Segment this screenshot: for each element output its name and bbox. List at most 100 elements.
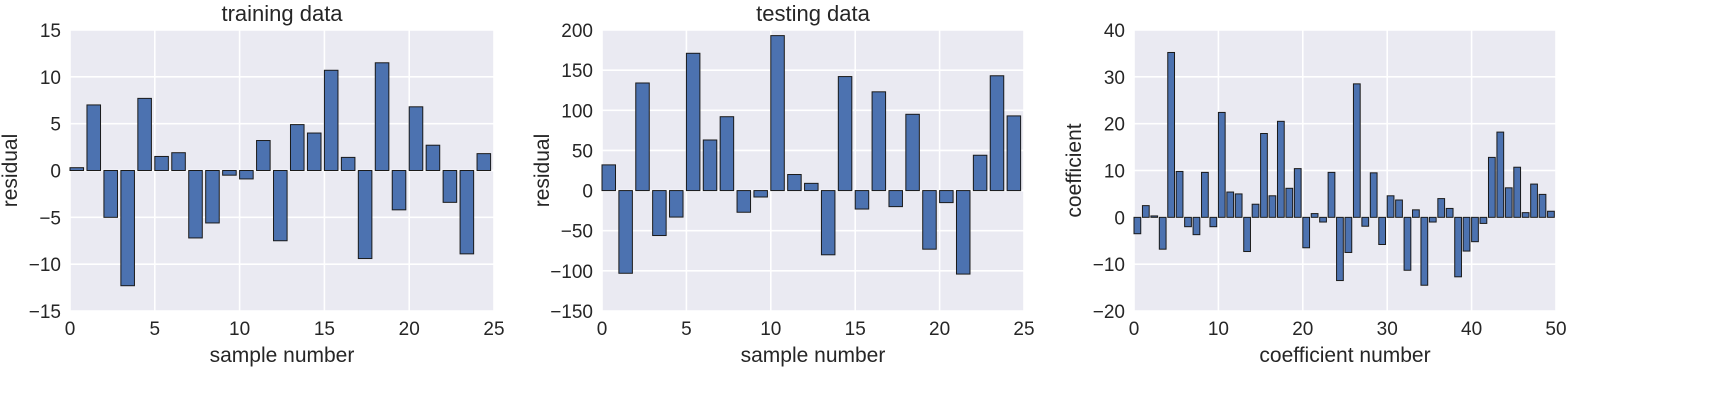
bar [1293, 168, 1302, 218]
bar [323, 69, 339, 171]
bar [820, 190, 836, 256]
bar [1403, 216, 1412, 271]
bar [1538, 193, 1547, 218]
bar [871, 91, 887, 192]
bar [1420, 216, 1429, 286]
y-tick-label: 100 [561, 101, 593, 122]
x-tick-label: 0 [597, 319, 608, 340]
bar [1285, 187, 1294, 218]
y-tick-label: 10 [1104, 162, 1125, 183]
bar [1462, 216, 1471, 252]
bar [1310, 213, 1319, 218]
bar [1201, 171, 1209, 218]
x-axis-label: coefficient number [1259, 344, 1430, 367]
bar [922, 190, 937, 250]
x-tick-label: 15 [314, 319, 335, 340]
y-axis-label: residual [531, 134, 554, 208]
bar [1437, 198, 1446, 218]
bar [905, 113, 920, 192]
bar [459, 170, 475, 255]
x-tick-label: 30 [1377, 319, 1398, 340]
y-tick-label: −10 [29, 255, 61, 276]
bar [442, 170, 458, 203]
chart-title: testing data [756, 1, 871, 26]
x-tick-label: 15 [845, 319, 866, 340]
bar [1504, 187, 1513, 218]
bar [955, 190, 971, 275]
bar [770, 35, 785, 192]
bar [1209, 216, 1218, 228]
bar [1487, 156, 1496, 218]
x-tick-label: 20 [399, 319, 420, 340]
bar [753, 190, 768, 198]
x-tick-label: 20 [929, 319, 950, 340]
bar [1276, 120, 1285, 218]
bar [1530, 183, 1538, 218]
bar [1302, 216, 1311, 249]
chart-panel-3: 0 10 20 30 40 50 −20 −10 0 10 20 30 40 coefficient nu… [1063, 21, 1567, 367]
x-tick-label: 40 [1461, 319, 1482, 340]
bar [188, 170, 203, 239]
bar [1513, 166, 1522, 218]
bar [408, 106, 424, 171]
y-tick-label: −50 [561, 222, 593, 243]
bar [1361, 216, 1370, 227]
x-tick-label: 5 [150, 319, 161, 340]
bar [1158, 216, 1167, 250]
x-tick-label: 5 [681, 319, 692, 340]
x-tick-label: 10 [229, 319, 250, 340]
bar [989, 75, 1005, 192]
bar [1251, 203, 1260, 218]
bar [1521, 212, 1530, 218]
y-tick-label: −100 [550, 262, 593, 283]
bar [222, 170, 237, 176]
bar [837, 76, 853, 192]
y-tick-label: −20 [1093, 302, 1125, 323]
y-tick-label: −150 [550, 302, 593, 323]
bar [1217, 111, 1226, 218]
bar [1184, 216, 1192, 228]
bar [86, 104, 102, 171]
x-axis-label: sample number [741, 344, 886, 367]
x-tick-label: 0 [65, 319, 76, 340]
bar [736, 190, 752, 213]
x-axis-label: sample number [210, 344, 355, 367]
bar [391, 170, 407, 211]
bar [719, 116, 735, 192]
bar [1454, 216, 1462, 278]
bar [939, 190, 954, 204]
bar [476, 153, 492, 171]
bar [1395, 199, 1403, 218]
x-tick-label: 25 [483, 319, 504, 340]
bar [1243, 216, 1251, 253]
bar [205, 170, 220, 224]
bar [103, 170, 118, 218]
bar [357, 170, 373, 260]
bar [1412, 209, 1420, 218]
bar [888, 190, 903, 208]
y-tick-label: 20 [1104, 115, 1125, 136]
bar [787, 174, 802, 192]
bar [972, 154, 988, 192]
bar [618, 190, 633, 274]
bar [69, 167, 85, 172]
x-tick-label: 25 [1013, 319, 1034, 340]
bar [154, 155, 169, 171]
y-tick-label: −10 [1093, 255, 1125, 276]
bar [1319, 216, 1327, 223]
bar [1167, 51, 1176, 218]
x-tick-label: 0 [1129, 319, 1140, 340]
bar [1547, 210, 1555, 218]
y-tick-label: 200 [561, 21, 593, 42]
y-axis-label: residual [0, 134, 22, 208]
bar [1327, 171, 1336, 218]
y-tick-label: 10 [40, 68, 61, 89]
bar [340, 156, 356, 172]
bar [1471, 216, 1479, 243]
bar [1268, 195, 1277, 218]
y-tick-label: 0 [50, 162, 61, 183]
bar [635, 82, 650, 192]
bar [1175, 170, 1184, 218]
bar [1352, 83, 1361, 218]
